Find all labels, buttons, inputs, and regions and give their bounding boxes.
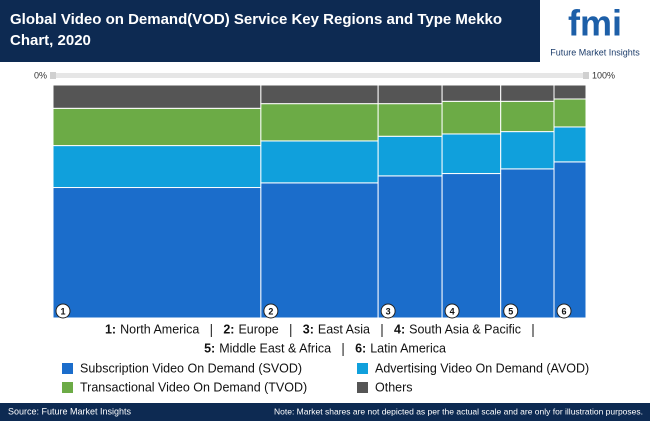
- segment: [377, 103, 443, 137]
- region-name: Europe: [238, 322, 278, 336]
- source: Source: Future Market Insights: [8, 406, 132, 416]
- tick-mark: [583, 72, 589, 79]
- column-id: 1: [60, 306, 65, 316]
- column-id: 4: [450, 306, 455, 316]
- segment: [260, 140, 379, 184]
- column-badge: [444, 303, 460, 319]
- column-badge: [503, 303, 519, 319]
- legend-swatch: [357, 382, 368, 393]
- segment: [441, 100, 502, 135]
- legend-label: Others: [375, 380, 413, 394]
- region-name: North America: [120, 322, 199, 336]
- segment: [52, 187, 262, 319]
- legend-label: Advertising Video On Demand (AVOD): [375, 361, 589, 375]
- x-tick-label: 100%: [592, 70, 615, 80]
- column-id: 2: [268, 306, 273, 316]
- region-name: East Asia: [318, 322, 370, 336]
- segment: [500, 168, 555, 319]
- segment: [500, 84, 555, 102]
- segment: [52, 84, 262, 109]
- region-key: 5:: [204, 341, 215, 355]
- segment: [500, 100, 555, 133]
- segment: [553, 84, 587, 100]
- region-name: South Asia & Pacific: [409, 322, 521, 336]
- region-key: 4:: [394, 322, 405, 336]
- column-badge: [55, 303, 71, 319]
- segment: [52, 107, 262, 147]
- segment: [52, 145, 262, 189]
- segment: [553, 161, 587, 319]
- column-badge: [263, 303, 279, 319]
- tick-mark: [50, 72, 56, 79]
- segment: [377, 84, 443, 105]
- column-id: 5: [508, 306, 513, 316]
- segment: [441, 84, 502, 102]
- column-badge: [380, 303, 396, 319]
- legend-swatch: [62, 382, 73, 393]
- column-id: 6: [562, 306, 567, 316]
- x-tick-label: 0%: [34, 70, 47, 80]
- region-key: 2:: [223, 322, 234, 336]
- segment: [260, 182, 379, 319]
- segment: [260, 103, 379, 142]
- footer-band: [0, 403, 650, 421]
- region-key: 1:: [105, 322, 116, 336]
- logo-box: [540, 0, 650, 62]
- column-id: 3: [386, 306, 391, 316]
- segment: [441, 133, 502, 175]
- segment: [260, 84, 379, 105]
- legend-label: Subscription Video On Demand (SVOD): [80, 361, 302, 375]
- segment: [553, 98, 587, 128]
- logo-mark: fmi: [568, 3, 622, 44]
- legend-label: Transactional Video On Demand (TVOD): [80, 380, 307, 394]
- legend-swatch: [357, 363, 368, 374]
- legend-swatch: [62, 363, 73, 374]
- chart-title: Global Video on Demand(VOD) Service Key …: [10, 11, 503, 49]
- segment: [500, 131, 555, 170]
- axis-bar: [53, 73, 586, 78]
- logo-text: Future Market Insights: [550, 47, 640, 57]
- region-name: Latin America: [370, 341, 446, 355]
- segment: [377, 175, 443, 319]
- column-badge: [556, 303, 572, 319]
- note: Note: Market shares are not depicted as …: [274, 406, 643, 416]
- segment: [553, 126, 587, 163]
- segment: [377, 135, 443, 177]
- region-key: 3:: [303, 322, 314, 336]
- region-key: 6:: [355, 341, 366, 355]
- region-name: Middle East & Africa: [219, 341, 331, 355]
- segment: [441, 173, 502, 319]
